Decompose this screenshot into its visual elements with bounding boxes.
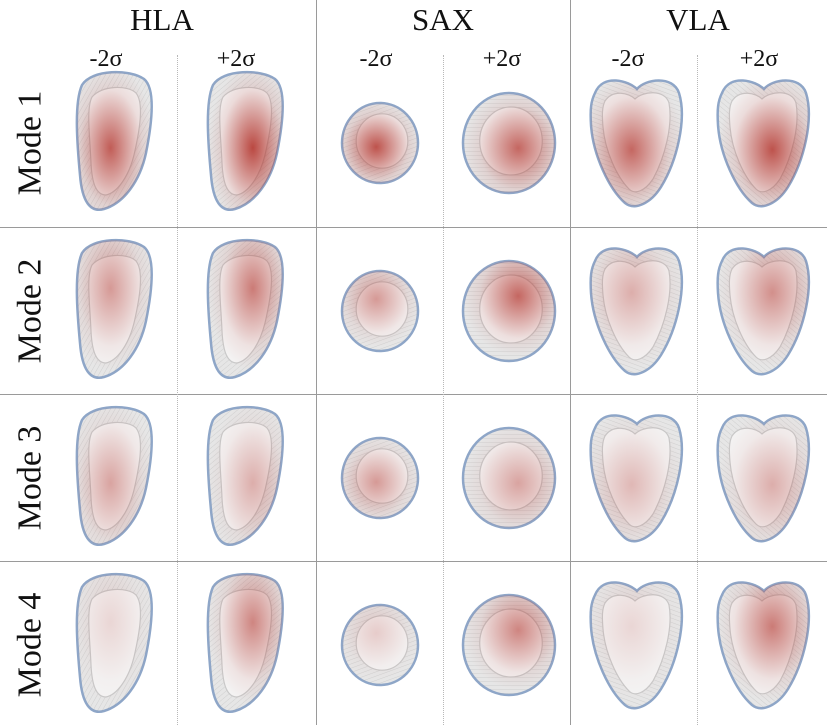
- heart-rendering: [75, 572, 153, 713]
- heart-cell: [52, 231, 177, 391]
- heart-cell: [573, 63, 698, 223]
- row-label-mode-1: Mode 1: [11, 90, 49, 195]
- heart-cell: [573, 231, 698, 391]
- sigma-label-hla-minus: -2σ: [89, 46, 123, 72]
- heart-rendering: [589, 79, 684, 208]
- row-divider: [0, 394, 827, 395]
- heart-rendering: [75, 238, 153, 379]
- heart-rendering: [461, 593, 557, 697]
- column-title-vla: VLA: [666, 2, 730, 37]
- heart-cell: [447, 398, 572, 558]
- heart-rendering: [206, 572, 284, 713]
- heart-cell: [52, 398, 177, 558]
- heart-rendering: [206, 405, 284, 546]
- column-title-hla: HLA: [130, 2, 194, 37]
- heart-cell: [183, 63, 308, 223]
- heart-cell: [700, 565, 825, 725]
- heart-rendering: [340, 603, 420, 687]
- heart-rendering: [589, 581, 684, 710]
- heart-cell: [183, 565, 308, 725]
- sigma-label-hla-plus: +2σ: [216, 46, 256, 72]
- heart-rendering: [340, 101, 420, 185]
- column-divider: [570, 0, 571, 725]
- heart-rendering: [716, 414, 811, 543]
- heart-cell: [183, 398, 308, 558]
- heart-rendering: [75, 70, 153, 211]
- sigma-label-vla-plus: +2σ: [739, 46, 779, 72]
- heart-cell: [573, 398, 698, 558]
- sigma-label-sax-plus: +2σ: [482, 46, 522, 72]
- heart-cell: [700, 231, 825, 391]
- heart-cell: [183, 231, 308, 391]
- heart-cell: [318, 565, 443, 725]
- heart-rendering: [589, 247, 684, 376]
- heart-rendering: [589, 414, 684, 543]
- heart-rendering: [716, 79, 811, 208]
- dotted-divider: [697, 55, 698, 725]
- heart-rendering: [716, 247, 811, 376]
- row-label-mode-3: Mode 3: [11, 425, 49, 530]
- heart-cell: [700, 63, 825, 223]
- heart-rendering: [461, 426, 557, 530]
- row-divider: [0, 227, 827, 228]
- sigma-label-vla-minus: -2σ: [611, 46, 645, 72]
- heart-cell: [447, 63, 572, 223]
- heart-cell: [573, 565, 698, 725]
- heart-rendering: [461, 91, 557, 195]
- heart-rendering: [716, 581, 811, 710]
- row-label-mode-4: Mode 4: [11, 592, 49, 697]
- heart-cell: [447, 565, 572, 725]
- heart-cell: [52, 63, 177, 223]
- column-divider: [316, 0, 317, 725]
- heart-cell: [52, 565, 177, 725]
- heart-rendering: [206, 238, 284, 379]
- dotted-divider: [177, 55, 178, 725]
- heart-cell: [318, 231, 443, 391]
- sigma-label-sax-minus: -2σ: [359, 46, 393, 72]
- heart-cell: [318, 398, 443, 558]
- heart-rendering: [340, 436, 420, 520]
- heart-cell: [700, 398, 825, 558]
- heart-rendering: [340, 269, 420, 353]
- row-label-mode-2: Mode 2: [11, 258, 49, 363]
- heart-rendering: [461, 259, 557, 363]
- column-title-sax: SAX: [411, 2, 474, 37]
- heart-rendering: [206, 70, 284, 211]
- dotted-divider: [443, 55, 444, 725]
- heart-cell: [318, 63, 443, 223]
- heart-rendering: [75, 405, 153, 546]
- row-divider: [0, 561, 827, 562]
- heart-cell: [447, 231, 572, 391]
